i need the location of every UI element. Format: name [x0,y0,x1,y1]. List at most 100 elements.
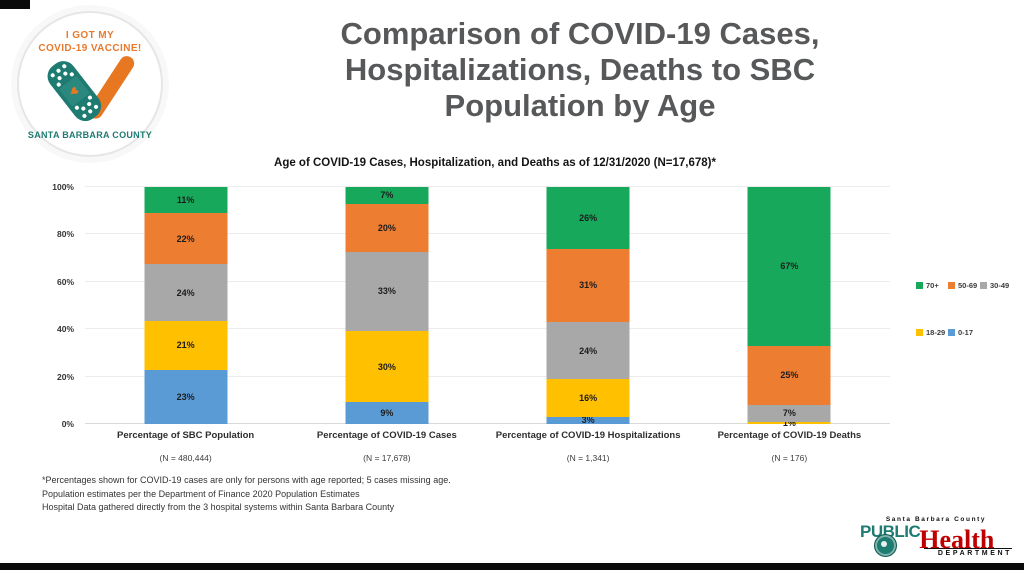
n-count-label: (N = 17,678) [363,453,411,463]
bar-segment-30-49: 24% [144,264,228,321]
segment-label: 23% [176,392,195,403]
bar-segment-30-49: 33% [345,251,429,331]
chart-title: Age of COVID-19 Cases, Hospitalization, … [274,157,716,169]
bar-segment-70+: 7% [345,187,429,204]
legend-row: 70+ 50-69 30-49 [916,281,1012,290]
legend-item-30-49: 30-49 [980,281,1012,290]
legend-item-0-17: 0-17 [948,328,980,337]
segment-label: 30% [377,361,396,372]
y-tick-label: 80% [56,229,74,240]
phd-health-text: Health [919,524,995,554]
bar-segment-18-29: 1% [747,418,831,428]
bar-segment-50-69: 31% [546,248,630,323]
segment-label: 24% [579,345,598,356]
gridline [85,328,890,330]
bar-segment-18-29: 21% [144,320,228,371]
x-axis-label: Percentage of SBC Population [117,430,255,441]
legend-label: 70+ [926,281,939,290]
y-tick-label: 0% [61,419,74,429]
stacked-bar: 3% 16% 24% 31% 26% [546,187,630,426]
stacked-bar: 1% 7% 25% 67% [747,187,831,428]
bar-segment-18-29: 30% [345,330,429,403]
y-tick-label: 100% [52,182,74,192]
legend-item-50-69: 50-69 [948,281,980,290]
gridline [85,233,890,235]
bar-column: 23% 21% 24% 22% 11% [85,187,286,424]
x-axis-label: Percentage of COVID-19 Hospitalizations [495,430,681,441]
legend-swatch [980,282,987,289]
plot-area: 23% 21% 24% 22% 11% 9% 30% 33% 20% 7% 3% 16% 24% 31% 2… [85,186,890,428]
bar-segment-50-69: 22% [144,212,228,265]
segment-label: 21% [176,340,195,351]
phd-department-text: DEPARTMENT [924,548,1012,557]
segment-label: 33% [377,286,396,297]
segment-label: 67% [780,261,799,272]
bar-segment-0-17: 23% [144,370,228,424]
legend-item-70+: 70+ [916,281,948,290]
segment-label: 1% [782,417,796,428]
stacked-bar: 23% 21% 24% 22% 11% [144,187,228,424]
bar-segment-70+: 11% [144,187,228,213]
page-title-line2: Hospitalizations, Deaths to SBC [344,51,816,87]
badge-text-line1: I GOT MY [65,30,115,41]
footnotes: *Percentages shown for COVID-19 cases ar… [42,474,451,515]
segment-label: 11% [176,194,195,205]
bar-segment-18-29: 16% [546,378,630,417]
legend-label: 0-17 [958,328,974,337]
phd-county-text: Santa Barbara County [885,515,987,523]
y-tick-label: 20% [56,371,74,382]
y-tick-label: 60% [56,276,74,287]
footnote-line1: *Percentages shown for COVID-19 cases ar… [42,475,451,485]
badge-text-line2: COVID-19 VACCINE! [38,42,142,54]
video-letterbox-corner [0,0,30,9]
bar-segment-50-69: 25% [747,345,831,406]
n-count-label: (N = 176) [771,453,808,463]
bar-column: 1% 7% 25% 67% [689,187,890,428]
segment-label: 24% [176,287,195,298]
public-health-department-logo: Santa Barbara County PUBLIC Health DEPAR… [860,516,1012,557]
y-axis-ticks: 0% 20% 40% 60% 80% 100% [0,182,80,429]
page-title: Comparison of COVID-19 Cases, Hospitaliz… [250,16,910,124]
legend-item-18-29: 18-29 [916,328,948,337]
video-letterbox-bottom [0,563,1024,570]
x-axis-label: Percentage of COVID-19 Deaths [717,430,862,441]
bar-segment-30-49: 7% [747,405,831,422]
segment-label: 16% [579,392,598,403]
bar-segment-0-17: 9% [345,402,429,424]
bar-segment-70+: 26% [546,187,630,249]
gridline [85,423,890,424]
legend-label: 18-29 [926,328,946,337]
bandage-checkmark-icon: ♥ [47,56,135,122]
vaccine-sticker-badge: I GOT MY COVID-19 VACCINE! ♥ SANTA BARBA… [17,11,163,157]
legend-row: 18-29 0-17 [916,328,1012,337]
gridline [85,375,890,377]
segment-label: 3% [581,415,595,426]
legend-swatch [948,282,955,289]
y-tick-label: 40% [56,324,74,335]
segment-label: 7% [380,190,394,201]
legend-swatch [916,329,923,336]
segment-label: 22% [176,233,195,244]
segment-label: 9% [380,408,394,419]
phd-public-text: PUBLIC [860,521,921,541]
stacked-bar: 9% 30% 33% 20% 7% [345,187,429,424]
n-count-label: (N = 1,341) [566,453,610,463]
bar-column: 3% 16% 24% 31% 26% [488,187,689,426]
bar-column: 9% 30% 33% 20% 7% [286,187,487,424]
bar-segment-0-17: 3% [546,415,630,426]
legend-label: 30-49 [990,281,1010,290]
segment-label: 7% [782,408,796,419]
bar-segment-30-49: 24% [546,322,630,379]
bar-segment-50-69: 20% [345,203,429,252]
segment-label: 20% [377,222,396,233]
legend-swatch [948,329,955,336]
legend-swatch [916,282,923,289]
gridline [85,280,890,282]
bar-segment-70+: 67% [747,187,831,346]
segment-label: 26% [579,212,598,223]
phd-main-row: PUBLIC Health [860,521,1012,553]
page-title-line3: Population by Age [444,87,716,123]
gridline [85,186,890,187]
n-count-label: (N = 480,444) [159,453,212,463]
phd-seal-icon [874,533,897,557]
